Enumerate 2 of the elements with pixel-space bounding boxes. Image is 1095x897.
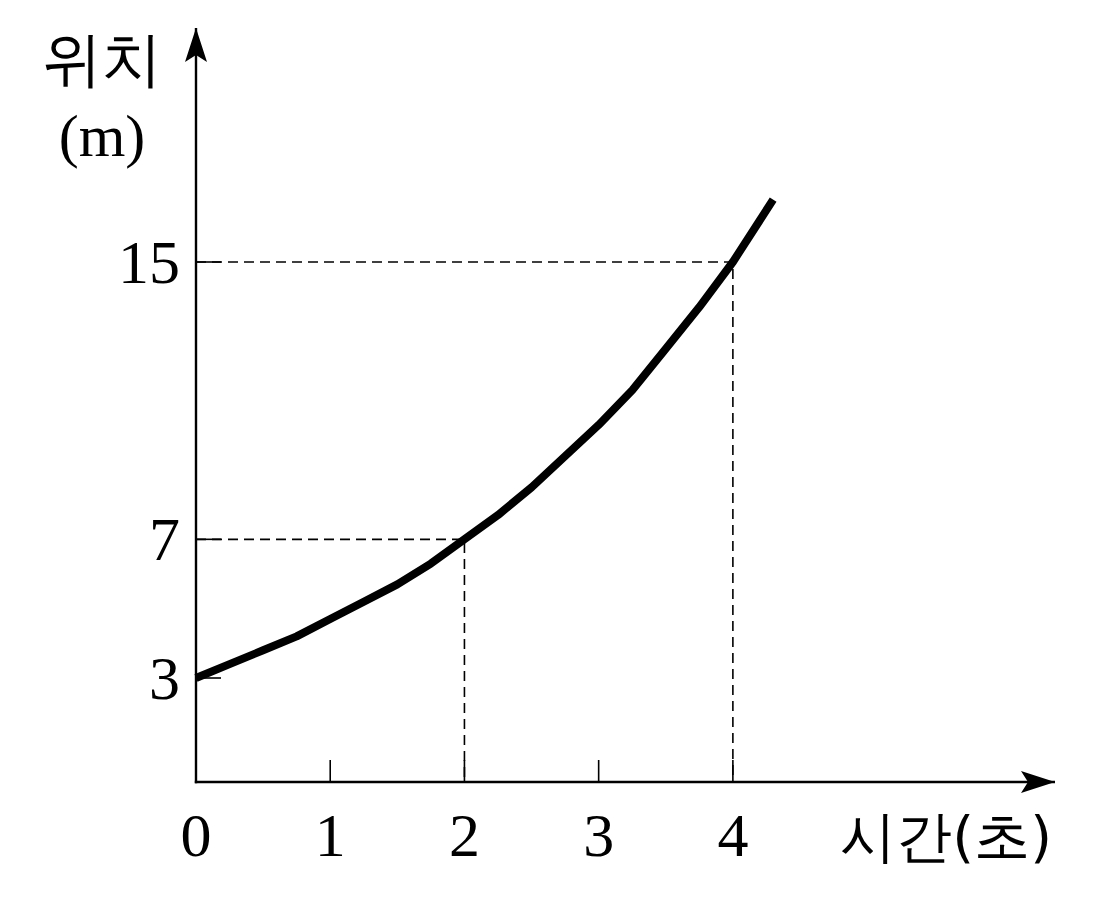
ylabel: 위치 (m) [42, 27, 162, 169]
xlabel: 시간(초) [840, 804, 1052, 869]
